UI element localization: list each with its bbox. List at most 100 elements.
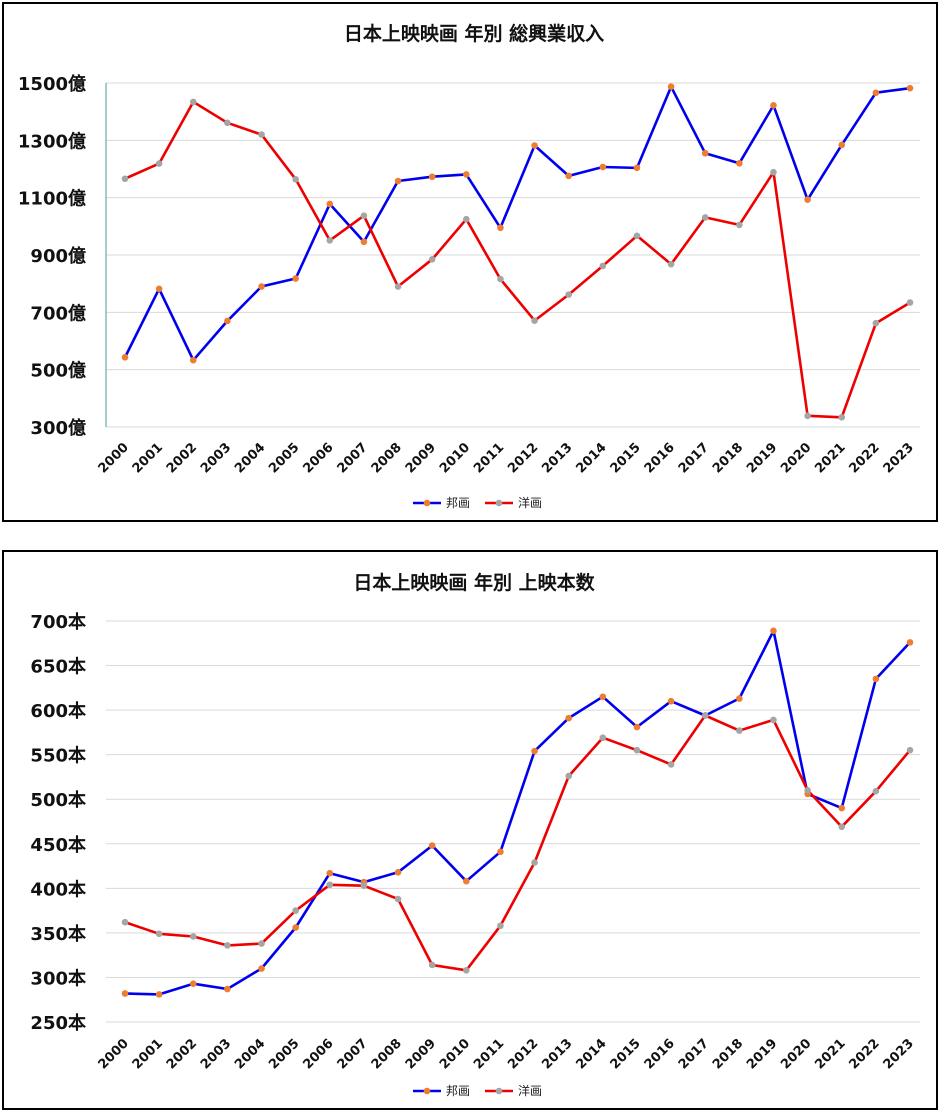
data-point xyxy=(599,163,607,171)
data-point xyxy=(565,291,572,298)
x-tick-label: 2000 xyxy=(96,440,132,476)
data-point xyxy=(701,214,709,221)
x-tick-label: 2008 xyxy=(369,1036,405,1072)
x-tick-label: 2003 xyxy=(198,1036,234,1072)
data-point xyxy=(906,639,914,646)
data-point xyxy=(224,119,231,127)
x-tick-label: 2002 xyxy=(164,440,200,476)
data-point xyxy=(667,260,675,268)
data-point xyxy=(838,823,846,831)
data-point xyxy=(633,232,641,240)
data-point xyxy=(326,200,334,208)
x-tick-label: 2015 xyxy=(608,1036,644,1072)
y-tick-label: 350本 xyxy=(30,923,86,945)
data-point xyxy=(428,842,436,849)
data-point xyxy=(804,412,811,420)
data-point xyxy=(360,882,368,889)
data-point xyxy=(155,930,163,938)
x-tick-label: 2017 xyxy=(676,1036,712,1072)
x-tick-label: 2019 xyxy=(744,440,780,476)
data-point xyxy=(258,965,265,972)
data-point xyxy=(599,262,607,270)
data-point xyxy=(531,142,538,149)
y-tick-label: 250本 xyxy=(30,1012,86,1034)
revenue-chart: 日本上映映画 年別 総興業収入 300億 500億 700億 900億 1100億 1300… xyxy=(18,22,920,510)
y-tick-label: 600本 xyxy=(30,700,86,722)
x-tick-label: 2010 xyxy=(437,440,473,476)
legend-marker xyxy=(423,1087,431,1095)
x-tick-label: 2009 xyxy=(403,440,439,476)
data-point xyxy=(394,283,402,290)
data-point xyxy=(736,221,743,229)
x-tick-label: 2013 xyxy=(539,1036,575,1072)
legend-label: 邦画 xyxy=(446,496,470,510)
data-point xyxy=(565,772,572,780)
y-tick-label: 1500億 xyxy=(18,73,86,95)
x-tick-label: 2017 xyxy=(676,440,712,476)
y-tick-label: 500億 xyxy=(30,360,86,382)
data-point xyxy=(633,164,641,172)
y-tick-label: 300本 xyxy=(30,967,86,989)
data-point xyxy=(258,283,265,290)
y-tick-label: 1100億 xyxy=(18,188,86,210)
x-tick-label: 2018 xyxy=(710,1036,746,1072)
data-point xyxy=(565,172,572,180)
data-point xyxy=(463,967,470,974)
data-point xyxy=(838,804,846,812)
legend-label: 洋画 xyxy=(518,495,542,510)
data-point xyxy=(906,299,914,306)
legend-label: 洋画 xyxy=(518,1083,542,1098)
legend-marker xyxy=(495,499,503,507)
series-line-houga xyxy=(123,85,911,362)
x-tick-label: 2005 xyxy=(266,440,302,476)
x-tick-label: 2020 xyxy=(778,440,814,476)
legend-marker xyxy=(423,499,431,507)
x-tick-label: 2015 xyxy=(608,440,644,476)
data-point xyxy=(326,237,334,244)
data-point xyxy=(872,787,880,795)
data-point xyxy=(326,869,334,877)
x-tick-label: 2021 xyxy=(812,1036,848,1072)
data-point xyxy=(394,177,402,185)
data-point xyxy=(258,940,265,947)
x-tick-label: 2005 xyxy=(266,1036,302,1072)
x-tick-label: 2001 xyxy=(130,440,166,476)
data-point xyxy=(872,89,880,97)
y-tick-label: 550本 xyxy=(30,745,86,767)
data-point xyxy=(189,98,197,106)
data-point xyxy=(872,319,880,327)
x-tick-label: 2011 xyxy=(471,440,507,476)
data-point xyxy=(701,712,709,719)
data-point xyxy=(872,675,880,683)
data-point xyxy=(292,907,299,914)
data-point xyxy=(189,356,197,364)
data-point xyxy=(497,275,504,283)
x-tick-label: 2008 xyxy=(369,440,405,476)
x-tick-label: 2012 xyxy=(505,440,541,476)
data-point xyxy=(804,787,811,794)
x-tick-label: 2019 xyxy=(744,1036,780,1072)
x-tick-label: 2001 xyxy=(130,1036,166,1072)
data-point xyxy=(770,627,777,635)
x-tick-label: 2012 xyxy=(505,1036,541,1072)
legend-label: 邦画 xyxy=(446,1084,470,1098)
data-point xyxy=(326,881,334,889)
data-point xyxy=(531,317,538,324)
data-point xyxy=(189,933,197,940)
data-point xyxy=(463,215,470,223)
y-tick-label: 450本 xyxy=(30,834,86,856)
y-tick-label: 700本 xyxy=(30,611,86,633)
x-tick-label: 2014 xyxy=(573,1036,609,1072)
x-tick-label: 2006 xyxy=(300,1036,336,1072)
data-point xyxy=(155,285,163,293)
x-tick-label: 2000 xyxy=(96,1036,132,1072)
x-tick-label: 2004 xyxy=(232,440,268,476)
legend-marker xyxy=(495,1087,503,1095)
x-tick-label: 2003 xyxy=(198,440,234,476)
series-line-youga xyxy=(124,714,911,972)
y-tick-label: 1300億 xyxy=(18,130,86,152)
data-point xyxy=(770,716,777,724)
data-point xyxy=(292,275,299,282)
data-point xyxy=(531,747,538,755)
y-tick-label: 300億 xyxy=(30,417,86,439)
